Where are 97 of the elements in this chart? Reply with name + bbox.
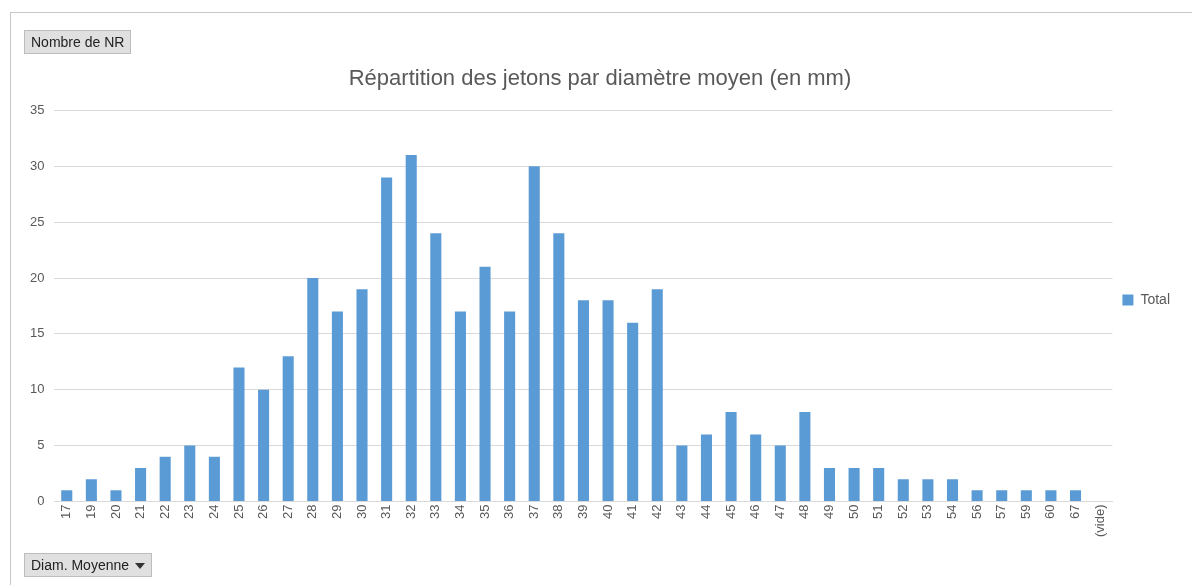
bar <box>627 322 639 501</box>
y-tick-label: 25 <box>29 213 45 229</box>
bar <box>897 479 909 501</box>
x-tick-label: 39 <box>575 504 591 519</box>
text: Diam. Moyenne <box>31 557 130 573</box>
x-tick-label: 40 <box>599 504 615 519</box>
bar <box>258 389 270 501</box>
bar <box>750 434 762 501</box>
x-tick-label: 25 <box>230 504 246 519</box>
y-tick-label: 15 <box>29 325 45 341</box>
bar <box>61 490 73 501</box>
x-tick-label: 44 <box>698 504 714 519</box>
bar <box>331 311 343 501</box>
x-tick-label: 51 <box>870 504 886 519</box>
x-tick-label: 37 <box>525 504 541 519</box>
x-tick-label: 60 <box>1042 504 1058 519</box>
bar <box>405 155 417 501</box>
x-tick-label: 29 <box>328 504 344 519</box>
x-tick-label: (vide) <box>1091 504 1107 538</box>
bar <box>922 479 934 501</box>
y-tick-label: 35 <box>29 101 45 117</box>
x-tick-label: 67 <box>1067 504 1083 519</box>
x-tick-label: 59 <box>1017 504 1033 519</box>
bar <box>971 490 983 501</box>
bar <box>159 456 171 501</box>
x-tick-label: 32 <box>402 504 418 519</box>
x-tick-label: 48 <box>796 504 812 519</box>
bar <box>873 467 885 501</box>
bar <box>184 445 196 501</box>
chart-title: Répartition des jetons par diamètre moyen (en mm) <box>348 65 852 91</box>
bar <box>553 233 565 501</box>
bar <box>307 278 319 501</box>
bar <box>208 456 220 501</box>
x-tick-label: 45 <box>722 504 738 519</box>
x-tick-label: 26 <box>255 504 271 519</box>
bar <box>996 490 1008 501</box>
x-tick-label: 30 <box>353 504 369 519</box>
y-tick-label: 20 <box>29 269 45 285</box>
x-tick-label: 50 <box>845 504 861 519</box>
y-tick-label: 10 <box>29 381 45 397</box>
x-tick-label: 17 <box>58 504 74 519</box>
x-tick-label: 35 <box>476 504 492 519</box>
y-tick-label: 30 <box>29 157 45 173</box>
text: Nombre de NR <box>31 34 125 50</box>
bar <box>430 233 442 501</box>
x-tick-label: 46 <box>747 504 763 519</box>
legend-label: Total <box>1140 290 1171 307</box>
bar <box>233 367 245 501</box>
x-tick-label: 53 <box>919 504 935 519</box>
x-tick-label: 21 <box>132 504 148 519</box>
bar <box>774 445 786 501</box>
x-tick-label: 20 <box>107 504 123 519</box>
bar <box>356 289 368 501</box>
bar <box>799 412 811 501</box>
x-tick-label: 23 <box>181 504 197 519</box>
x-tick-label: 33 <box>427 504 443 519</box>
bar <box>110 490 122 501</box>
x-tick-label: 19 <box>82 504 98 519</box>
bar <box>282 356 294 501</box>
bar <box>602 300 614 501</box>
bar <box>85 479 97 501</box>
x-tick-label: 56 <box>968 504 984 519</box>
bar <box>1069 490 1082 501</box>
x-tick-label: 47 <box>771 504 787 519</box>
bar <box>528 166 540 501</box>
y-tick-label: 5 <box>37 437 45 453</box>
bar <box>725 412 737 501</box>
bar <box>454 311 466 501</box>
x-tick-label: 52 <box>894 504 910 519</box>
bar <box>700 434 712 501</box>
x-tick-label: 54 <box>944 504 960 519</box>
bar <box>1045 490 1057 501</box>
bar <box>823 467 836 501</box>
bar <box>1020 490 1032 501</box>
x-tick-label: 28 <box>304 504 320 519</box>
bar <box>479 266 491 501</box>
bar <box>381 177 393 501</box>
x-tick-label: 22 <box>156 504 172 519</box>
x-tick-label: 24 <box>205 504 221 519</box>
bar <box>577 300 589 501</box>
x-tick-label: 43 <box>673 504 689 519</box>
x-tick-label: 49 <box>821 504 837 519</box>
bar <box>135 467 147 501</box>
x-tick-label: 34 <box>452 504 467 519</box>
bar <box>676 445 688 501</box>
bar <box>946 479 959 501</box>
x-tick-label: 41 <box>624 504 640 519</box>
x-tick-label: 57 <box>993 504 1009 519</box>
x-tick-label: 42 <box>648 504 664 519</box>
bar <box>504 311 516 501</box>
x-tick-label: 36 <box>501 504 517 519</box>
bar <box>848 467 860 501</box>
x-tick-label: 31 <box>378 504 394 519</box>
x-tick-label: 27 <box>279 504 295 519</box>
x-tick-label: 38 <box>550 504 566 519</box>
y-tick-label: 0 <box>37 493 45 509</box>
bar <box>651 289 663 501</box>
